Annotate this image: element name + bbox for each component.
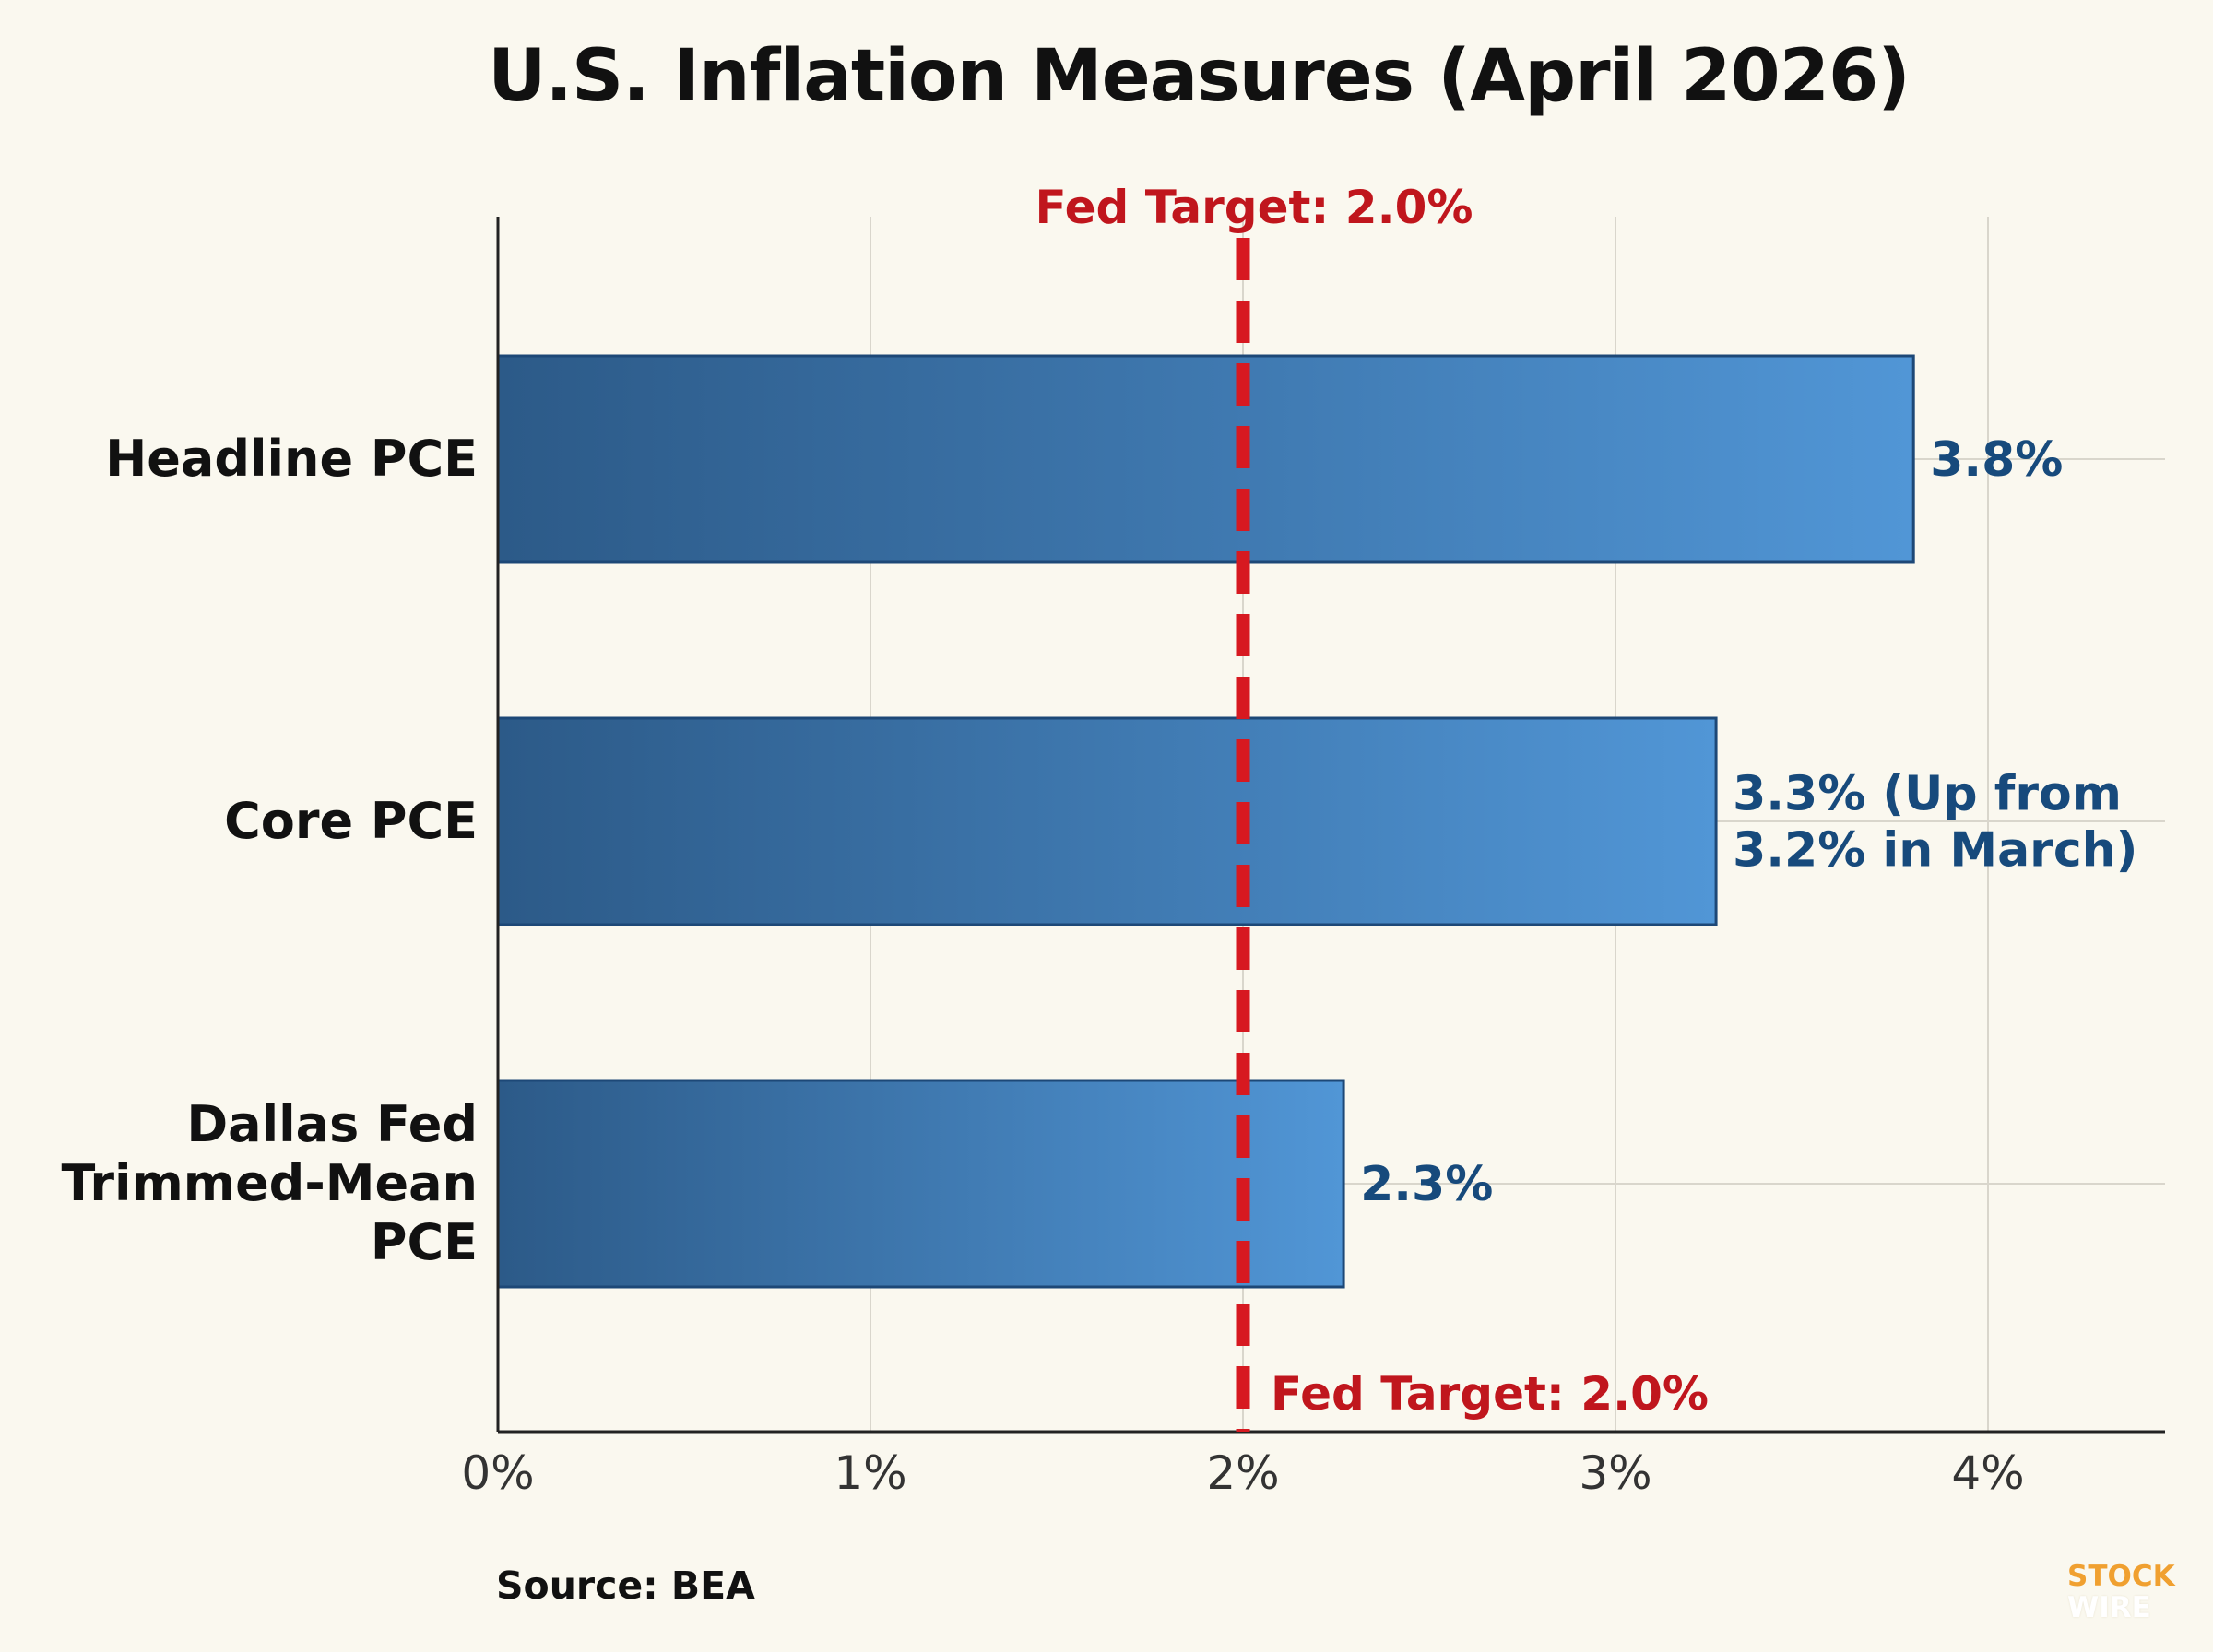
chart-title: U.S. Inflation Measures (April 2026) [488, 35, 1911, 118]
x-tick-label-1: 1% [834, 1446, 906, 1500]
logo-line-2: WIRE [2067, 1591, 2151, 1624]
category-label-0-0: Headline PCE [105, 430, 478, 488]
x-tick-label-2: 2% [1206, 1446, 1279, 1500]
category-label-2-0: Dallas Fed [186, 1095, 478, 1153]
x-tick-label-0: 0% [461, 1446, 534, 1500]
bar-2 [496, 1079, 1345, 1289]
x-tick-label-3: 3% [1579, 1446, 1651, 1500]
logo-line-1: STOCK [2067, 1560, 2175, 1593]
x-tick-label-4: 4% [1951, 1446, 2024, 1500]
bars [496, 354, 1915, 1289]
fed-target-label-bottom: Fed Target: 2.0% [1271, 1367, 1709, 1421]
bar-0 [496, 354, 1915, 564]
value-label-0-0: 3.8% [1930, 432, 2063, 488]
value-label-1-1: 3.2% in March) [1733, 823, 2137, 879]
labels: Headline PCE Core PCE Dallas FedTrimmed-Me… [61, 430, 2137, 1271]
bar-1 [496, 716, 1718, 926]
category-label-2-2: PCE [371, 1213, 478, 1271]
source-note: Source: BEA [496, 1564, 755, 1608]
category-label-2-1: Trimmed-Mean [61, 1154, 478, 1212]
category-label-1-0: Core PCE [224, 792, 478, 850]
fed-target-label-top: Fed Target: 2.0% [1035, 181, 1473, 234]
axes: 0% 1% 2% 3% 4% [461, 217, 2165, 1500]
fed-target-line: Fed Target: 2.0% Fed Target: 2.0% [1035, 181, 1709, 1432]
value-label-2-0: 2.3% [1360, 1157, 1493, 1212]
stockwire-logo: STOCK WIRE [2067, 1561, 2196, 1623]
value-label-1-0: 3.3% (Up from [1733, 767, 2122, 822]
